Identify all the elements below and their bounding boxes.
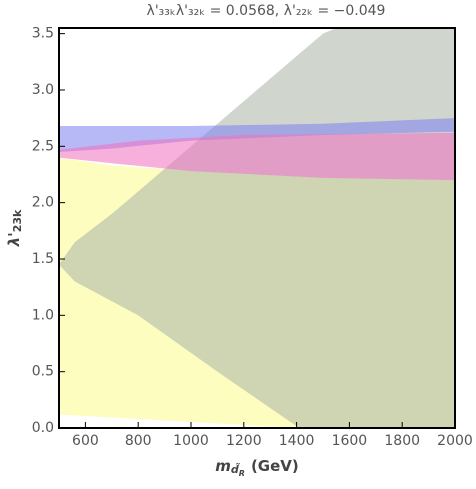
region [59,132,455,181]
x-tick-label: 600 [72,433,99,449]
x-axis-label: md̃R (GeV) [215,457,299,478]
x-tick-label: 1200 [226,433,262,449]
y-tick-label: 3.5 [32,26,54,42]
x-label-unit: (GeV) [251,457,299,475]
x-label-subsub: R [239,469,245,478]
y-axis-label: λ'23k [5,209,25,247]
x-tick-label: 2000 [437,433,473,449]
y-label-sub: 23k [11,209,24,232]
x-tick-label: 1000 [173,433,209,449]
chart-title: λ'₃₃ₖλ'₃₂ₖ = 0.0568, λ'₂₂ₖ = −0.049 [147,3,386,19]
x-tick-label: 800 [125,433,152,449]
y-tick-label: 1.5 [32,251,54,267]
x-label-main: m [215,457,231,475]
y-tick-label: 3.0 [32,82,54,98]
x-tick-label: 1600 [332,433,368,449]
y-tick-label: 1.0 [32,307,54,323]
y-tick-label: 0.0 [32,420,54,436]
y-tick-label: 2.5 [32,138,54,154]
x-label-sub: d̃ [231,463,240,476]
x-tick-label: 1400 [279,433,315,449]
y-tick-label: 2.0 [32,195,54,211]
y-label-main: λ' [5,232,23,247]
x-tick-label: 1800 [384,433,420,449]
plot-frame [58,27,456,429]
y-tick-label: 0.5 [32,364,54,380]
